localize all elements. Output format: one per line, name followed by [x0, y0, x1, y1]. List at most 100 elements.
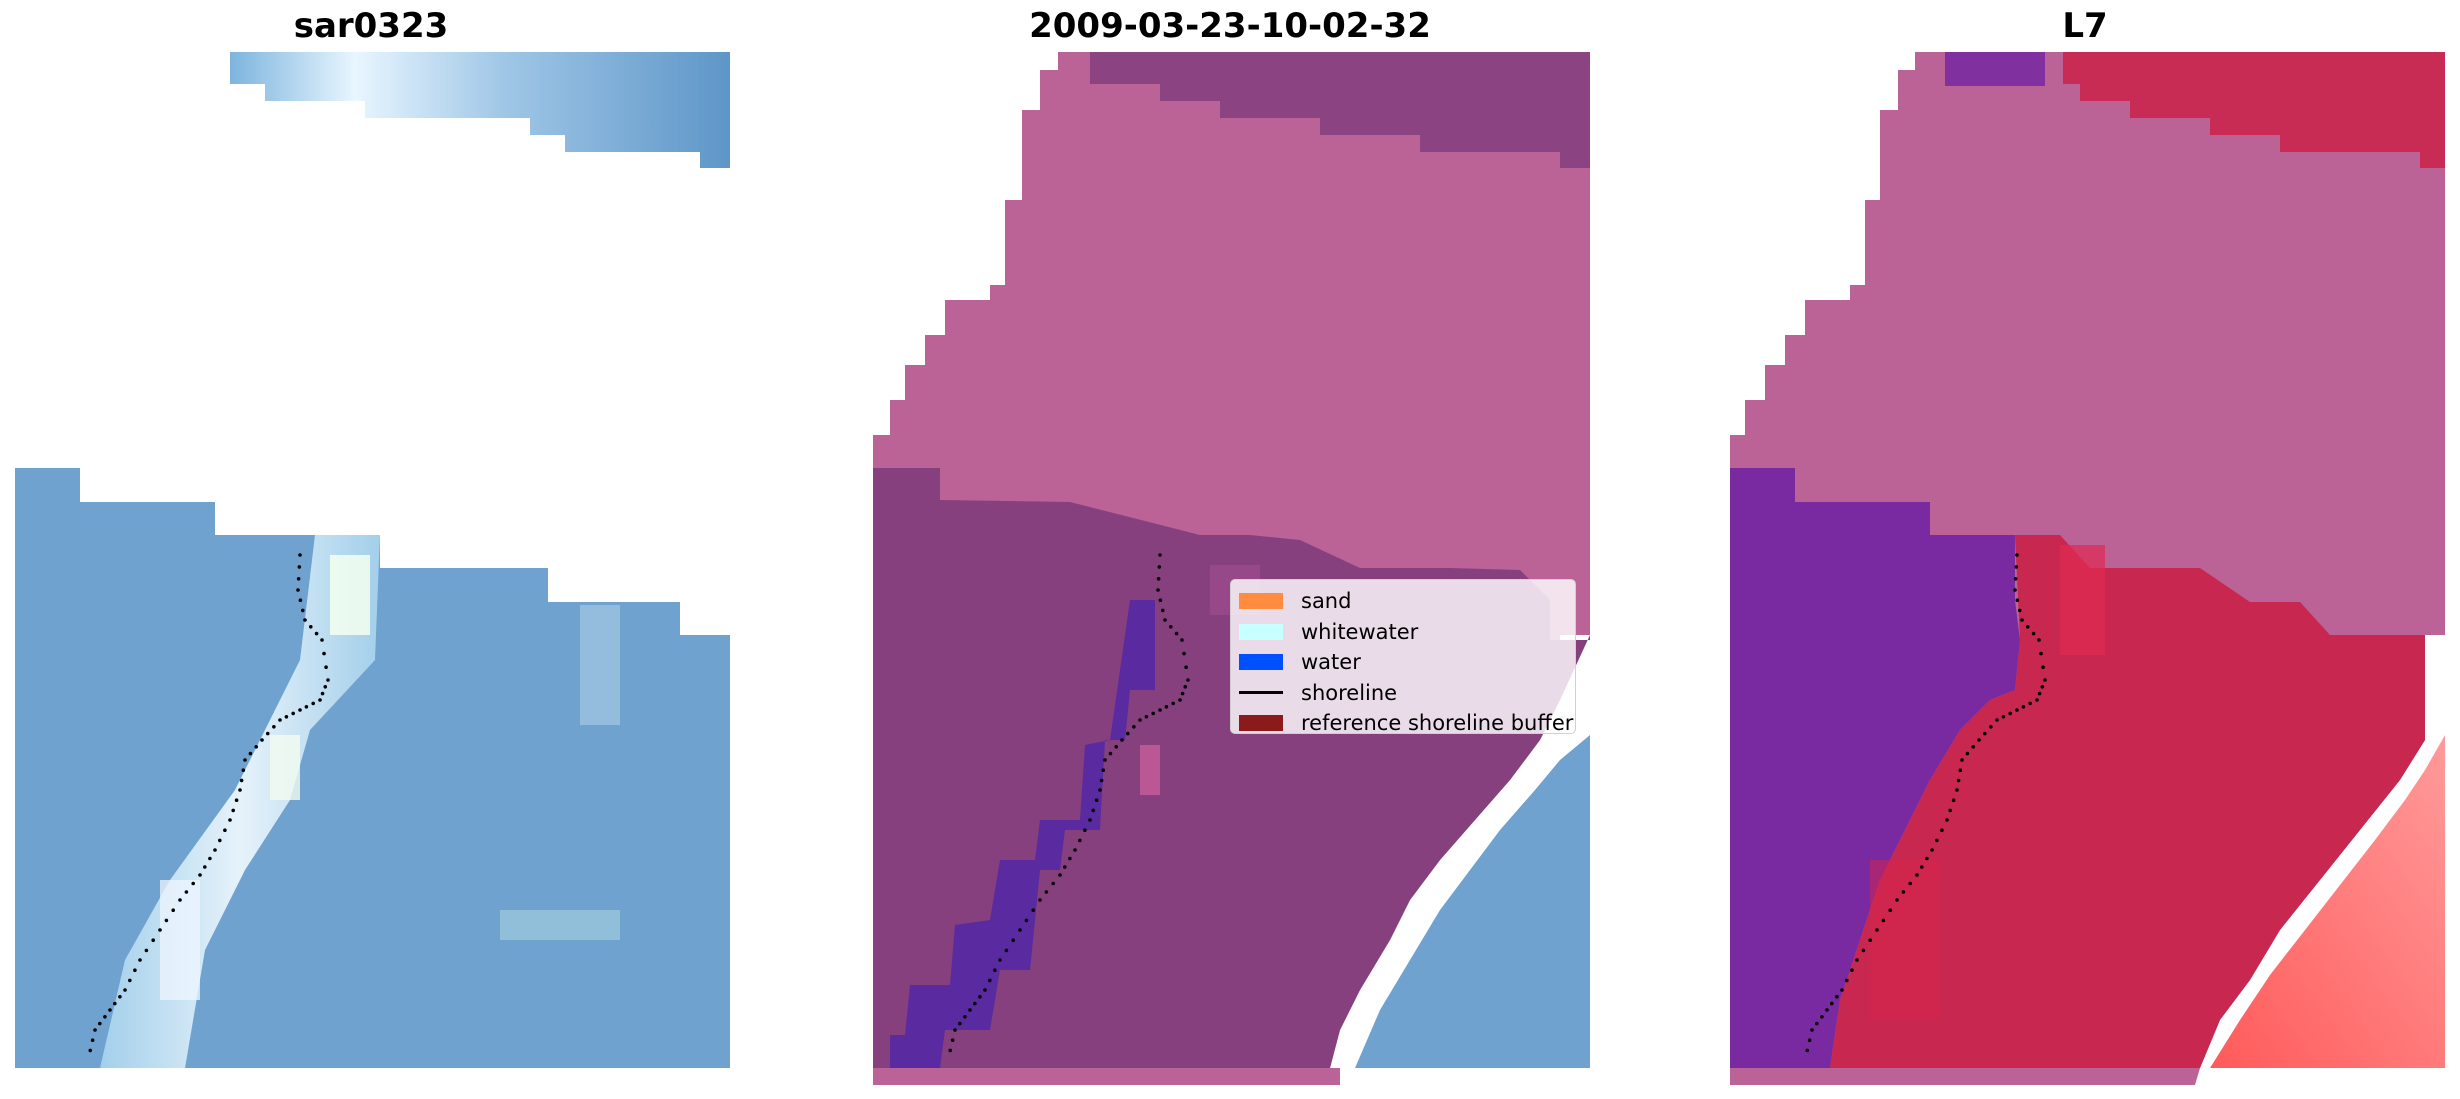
legend-label: reference shoreline buffer [1301, 711, 1574, 736]
shoreline-point [1845, 978, 1849, 983]
shoreline-point [1063, 865, 1067, 869]
shoreline-point [248, 751, 253, 756]
shoreline-point [1183, 685, 1188, 689]
shoreline-point [1830, 1001, 1834, 1006]
legend-swatch-whitewater [1239, 623, 1283, 640]
shoreline-point [1156, 588, 1160, 592]
shoreline-point [184, 890, 189, 894]
shoreline-point [1807, 1038, 1812, 1042]
shoreline-point [1995, 718, 1999, 722]
shoreline-point [2028, 701, 2032, 706]
shoreline-point [223, 828, 227, 832]
shoreline-point [234, 798, 239, 802]
shoreline-point [2014, 565, 2019, 569]
shoreline-point [213, 848, 217, 852]
legend-item-water: water [1239, 647, 1567, 678]
shoreline-point [324, 665, 328, 669]
panel-title-classified: 2009-03-23-10-02-32 [1029, 6, 1431, 46]
shoreline-point [1971, 745, 1976, 749]
shoreline-point [2035, 698, 2039, 702]
shoreline-point [218, 838, 222, 843]
shoreline-point [1158, 598, 1163, 602]
shoreline-point [1160, 608, 1165, 613]
legend-label: sand [1301, 589, 1352, 614]
shoreline-point [1088, 818, 1092, 822]
shoreline-point [1103, 758, 1107, 762]
shoreline-point [1945, 818, 1949, 822]
shoreline-point [978, 995, 982, 999]
shoreline-point [231, 808, 235, 813]
rgb-whitewater-spot [330, 555, 370, 635]
shoreline-point [1144, 715, 1149, 719]
shoreline-point [2041, 665, 2045, 669]
shoreline-point [1840, 988, 1844, 992]
shoreline-point [1815, 1021, 1819, 1026]
shoreline-point [1018, 928, 1022, 932]
shoreline-point [278, 718, 282, 722]
shoreline-point [1044, 890, 1049, 894]
shoreline-point [1068, 856, 1072, 861]
shoreline-point [963, 1015, 967, 1019]
shoreline-point [323, 685, 328, 689]
classified-light-corner [1355, 735, 1590, 1068]
index-light-red-region [2210, 735, 2445, 1068]
shoreline-point [260, 738, 264, 742]
shoreline-point [1180, 638, 1184, 642]
shoreline-point [303, 618, 307, 622]
shoreline-point [2001, 715, 2006, 719]
shoreline-point [1138, 718, 1142, 722]
shoreline-point [318, 698, 322, 702]
shoreline-point [1091, 808, 1095, 813]
shoreline-point [1861, 948, 1866, 953]
shoreline-point [1955, 788, 1959, 792]
shoreline-point [118, 995, 122, 999]
shoreline-point [241, 768, 246, 772]
shoreline-point [320, 638, 324, 642]
shoreline-point [1099, 778, 1104, 783]
shoreline-point [1965, 751, 1970, 756]
rgb-whitewater-spot [160, 880, 200, 1000]
shoreline-point [1101, 768, 1106, 772]
shoreline-point [1908, 881, 1912, 886]
shoreline-point [1982, 731, 1987, 736]
shoreline-point [1158, 553, 1162, 557]
shoreline-point [108, 1008, 112, 1012]
shoreline-point [1180, 691, 1185, 696]
shoreline-point [2039, 651, 2043, 656]
shoreline-point [103, 1015, 107, 1019]
shoreline-point [1151, 711, 1155, 716]
index-red-region [1830, 535, 2425, 1068]
shoreline-point [1958, 768, 1963, 772]
shoreline-point [993, 968, 997, 972]
index-red-top [2063, 52, 2445, 168]
shoreline-point [1881, 918, 1886, 923]
shoreline-point [314, 631, 319, 636]
shoreline-point [1820, 1015, 1824, 1019]
legend-swatch-sand [1239, 593, 1283, 610]
shoreline-point [308, 625, 313, 629]
shoreline-point [98, 1021, 102, 1026]
shoreline-point [243, 758, 247, 762]
shoreline-point [1031, 908, 1035, 912]
shoreline-point [164, 918, 169, 923]
shoreline-point [1011, 938, 1015, 942]
shoreline-point [1083, 828, 1087, 832]
shoreline-point [1940, 828, 1944, 832]
shoreline-point [1168, 625, 1173, 629]
shoreline-point [1114, 745, 1119, 749]
shoreline-point [1835, 995, 1839, 999]
shoreline-point [1915, 873, 1919, 877]
shoreline-point [254, 745, 259, 749]
shoreline-point [1163, 618, 1167, 622]
shoreline-point [203, 865, 207, 869]
shoreline-point [950, 1038, 955, 1042]
shoreline-point [1182, 651, 1186, 656]
shoreline-dots [88, 553, 2047, 1053]
shoreline-point [300, 608, 305, 613]
shoreline-point [128, 978, 132, 983]
shoreline-point [1171, 701, 1175, 706]
classified-image [873, 52, 1590, 1085]
shoreline-point [144, 948, 149, 953]
shoreline-point [123, 988, 127, 992]
